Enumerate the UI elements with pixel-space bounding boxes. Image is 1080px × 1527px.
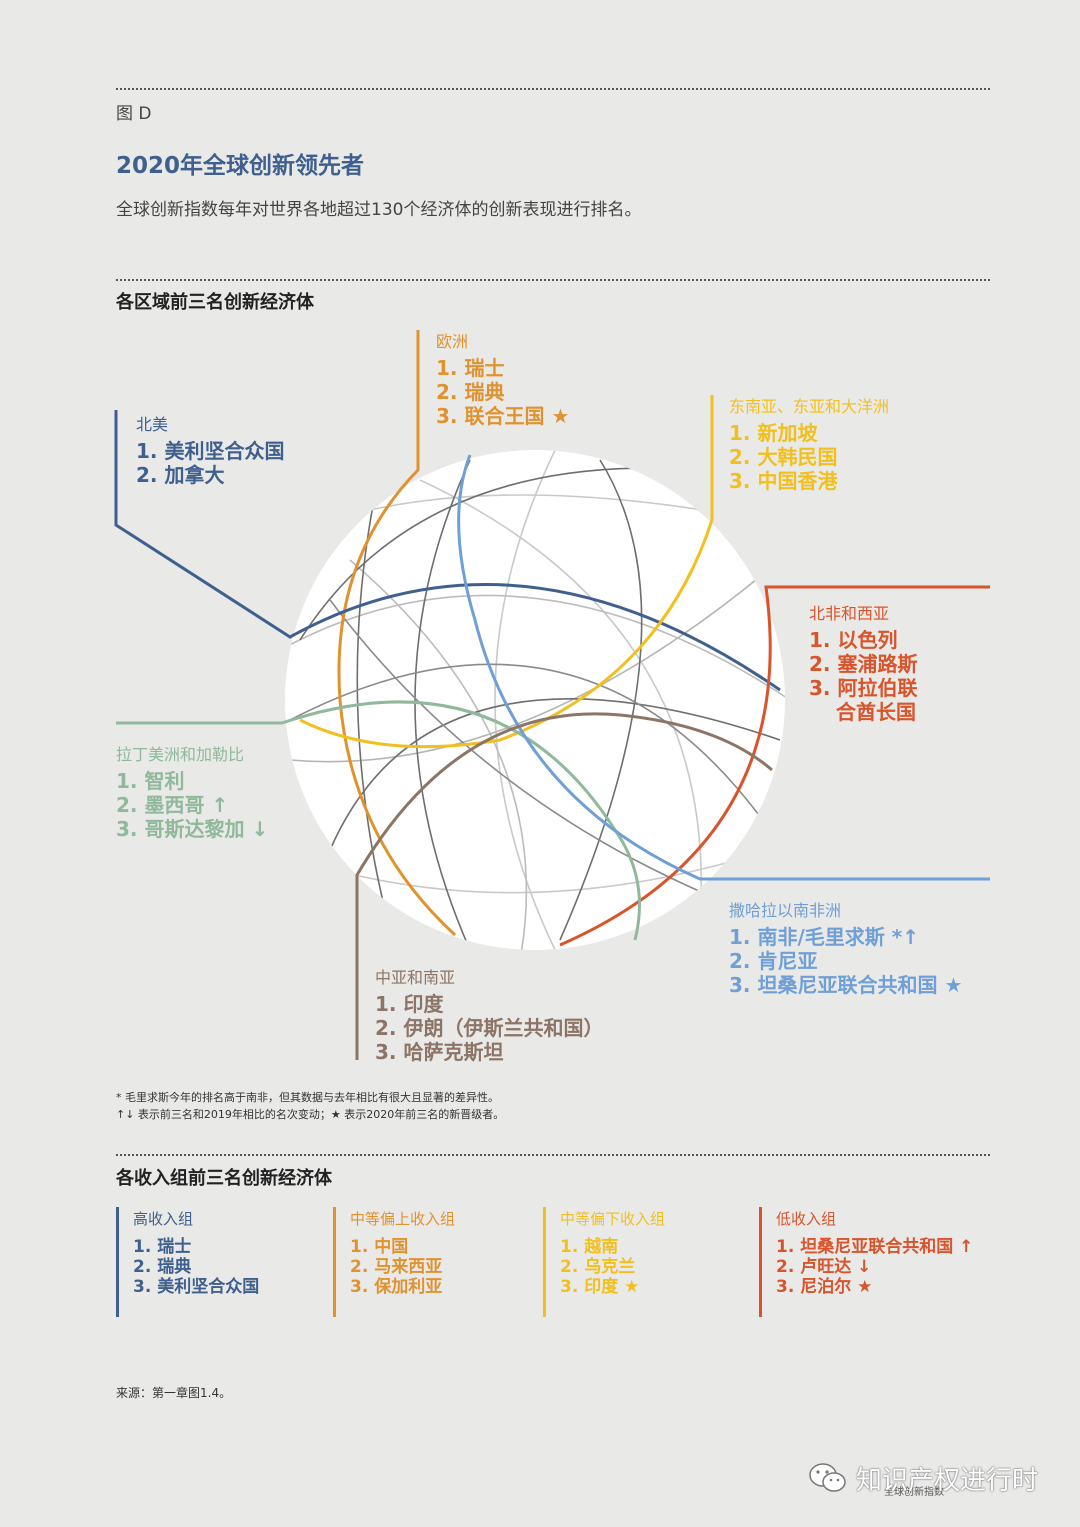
income-group-name: 高收入组: [133, 1210, 194, 1228]
income-group-item: 1. 中国: [350, 1237, 409, 1257]
region-item: 3. 联合王国 ★: [436, 404, 570, 428]
grid-arc: [289, 559, 781, 763]
region-item: 2. 加拿大: [136, 463, 225, 487]
footnote-legend: ↑↓ 表示前三名和2019年相比的名次变动；★ 表示2020年前三名的新晋级者。: [116, 1108, 505, 1121]
region-item: 1. 瑞士: [436, 356, 505, 380]
grid-arc: [289, 663, 785, 861]
source-note: 来源：第一章图1.4。: [116, 1386, 232, 1400]
region-item: 1. 美利坚合众国: [136, 439, 285, 463]
grid-arc: [559, 459, 643, 941]
subsaharan-arc: [457, 454, 990, 881]
grid-arc: [329, 698, 781, 851]
income-group-upper-middle: 中等偏上收入组 1. 中国 2. 马来西亚 3. 保加利亚: [333, 1207, 455, 1317]
grid-arc: [285, 594, 785, 701]
region-item: 3. 阿拉伯联: [809, 676, 918, 700]
regional-section-title: 各区域前三名创新经济体: [116, 292, 314, 313]
region-name: 东南亚、东亚和大洋洲: [729, 397, 890, 416]
europe-arc: [337, 330, 457, 937]
region-item: 2. 肯尼亚: [729, 949, 818, 973]
innovation-globe-graphic: [114, 330, 990, 1060]
region-item: 1. 以色列: [809, 628, 898, 652]
top-dotted-rule: [116, 88, 990, 90]
region-item-continued: 合酋长国: [836, 700, 916, 724]
region-item: 2. 塞浦路斯: [809, 652, 918, 676]
region-name: 拉丁美洲和加勒比: [116, 745, 245, 764]
region-subsaharan: 撒哈拉以南非洲 1. 南非/毛里求斯 *↑ 2. 肯尼亚 3. 坦桑尼亚联合共和…: [729, 897, 962, 997]
section-dotted-rule: [116, 279, 990, 281]
region-nafrica-wasia: 北非和西亚 1. 以色列 2. 塞浦路斯 3. 阿拉伯联 合酋长国: [809, 600, 917, 724]
north-america-arc: [114, 410, 781, 692]
wechat-icon: [809, 1463, 846, 1492]
region-item: 3. 坦桑尼亚联合共和国 ★: [729, 973, 963, 997]
region-item: 1. 南非/毛里求斯 *↑: [729, 925, 919, 949]
nafrica-arc: [559, 585, 990, 947]
income-dotted-rule: [116, 1154, 990, 1156]
region-central-south-asia: 中亚和南亚 1. 印度 2. 伊朗（伊斯兰共和国） 3. 哈萨克斯坦: [375, 964, 603, 1064]
income-group-item: 1. 坦桑尼亚联合共和国 ↑: [776, 1237, 974, 1257]
region-asia-pacific: 东南亚、东亚和大洋洲 1. 新加坡 2. 大韩民国 3. 中国香港: [729, 393, 889, 493]
grid-arc: [349, 559, 528, 950]
income-group-item: 2. 瑞典: [133, 1257, 192, 1277]
income-group-item: 3. 美利坚合众国: [133, 1277, 260, 1297]
income-section-title: 各收入组前三名创新经济体: [116, 1168, 332, 1189]
region-item: 2. 伊朗（伊斯兰共和国）: [375, 1016, 604, 1040]
region-item: 2. 墨西哥 ↑: [116, 793, 229, 817]
income-group-name: 中等偏下收入组: [560, 1210, 666, 1228]
region-name: 撒哈拉以南非洲: [729, 901, 842, 920]
income-group-item: 1. 越南: [560, 1237, 619, 1257]
footnote-mauritius: * 毛里求斯今年的排名高于南非，但其数据与去年相比有很大且显著的差异性。: [116, 1091, 499, 1104]
income-group-item: 3. 尼泊尔 ★: [776, 1277, 873, 1297]
latam-arc: [116, 700, 641, 941]
income-group-high: 高收入组 1. 瑞士 2. 瑞典 3. 美利坚合众国: [116, 1207, 259, 1317]
grid-arc: [329, 599, 721, 901]
region-name: 欧洲: [436, 332, 469, 351]
figure-label: 图 D: [116, 104, 152, 124]
region-item: 3. 中国香港: [729, 469, 838, 493]
income-group-item: 3. 印度 ★: [560, 1277, 640, 1297]
grid-arc: [356, 469, 391, 931]
region-item: 1. 智利: [116, 769, 185, 793]
page-description: 全球创新指数每年对世界各地超过130个经济体的创新表现进行排名。: [116, 200, 642, 220]
region-item: 1. 印度: [375, 992, 444, 1016]
asia-pacific-arc: [299, 395, 714, 749]
region-latam: 拉丁美洲和加勒比 1. 智利 2. 墨西哥 ↑ 3. 哥斯达黎加 ↓: [116, 741, 268, 841]
income-group-name: 中等偏上收入组: [350, 1210, 456, 1228]
region-item: 2. 大韩民国: [729, 445, 838, 469]
region-name: 中亚和南亚: [375, 968, 456, 987]
income-group-lower-middle: 中等偏下收入组 1. 越南 2. 乌克兰 3. 印度 ★: [543, 1207, 665, 1317]
income-group-low: 低收入组 1. 坦桑尼亚联合共和国 ↑ 2. 卢旺达 ↓ 3. 尼泊尔 ★: [759, 1207, 973, 1317]
region-name: 北非和西亚: [809, 604, 890, 623]
central-south-asia-arc: [355, 712, 773, 1060]
income-group-item: 3. 保加利亚: [350, 1277, 443, 1297]
page-title: 2020年全球创新领先者: [116, 153, 365, 179]
page-footer: 全球创新指数: [884, 1487, 944, 1498]
grid-arc: [494, 450, 561, 950]
region-item: 3. 哈萨克斯坦: [375, 1040, 504, 1064]
region-item: 3. 哥斯达黎加 ↓: [116, 817, 269, 841]
region-item: 2. 瑞典: [436, 380, 505, 404]
region-item: 1. 新加坡: [729, 421, 818, 445]
region-name: 北美: [136, 415, 169, 434]
region-north-america: 北美 1. 美利坚合众国 2. 加拿大: [136, 411, 284, 487]
income-group-item: 2. 卢旺达 ↓: [776, 1257, 872, 1277]
watermark-text: 知识产权进行时: [856, 1466, 1039, 1496]
grid-arc: [329, 494, 761, 521]
income-group-item: 1. 瑞士: [133, 1237, 192, 1257]
income-group-item: 2. 马来西亚: [350, 1257, 443, 1277]
income-group-item: 2. 乌克兰: [560, 1257, 636, 1277]
region-europe: 欧洲 1. 瑞士 2. 瑞典 3. 联合王国 ★: [436, 328, 569, 428]
income-group-name: 低收入组: [776, 1210, 837, 1228]
